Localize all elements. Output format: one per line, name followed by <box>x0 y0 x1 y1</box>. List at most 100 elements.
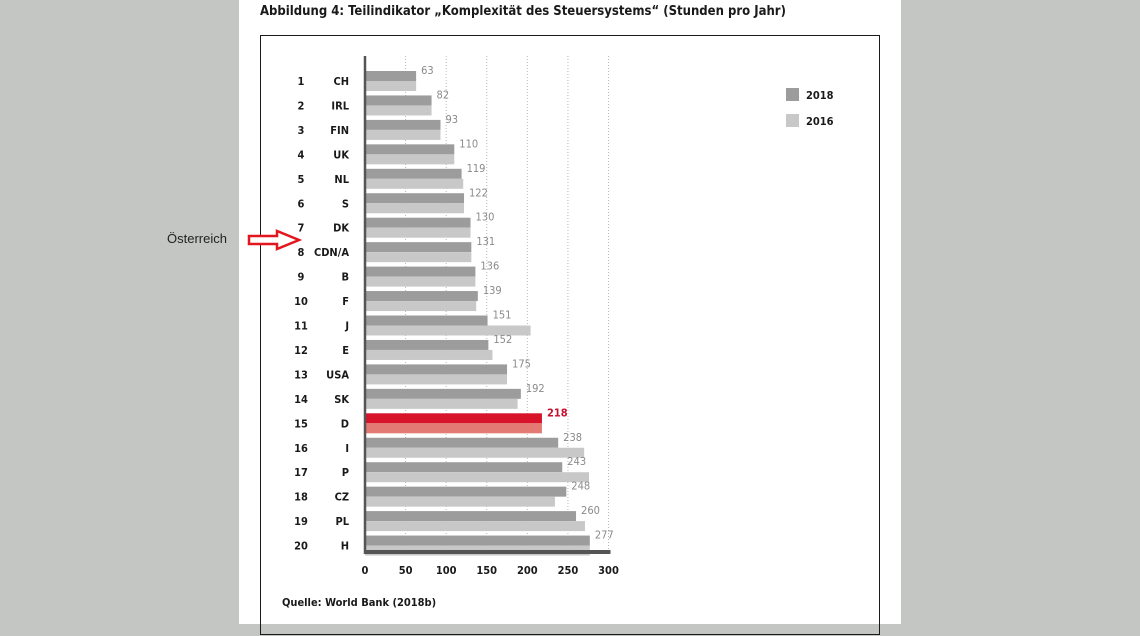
country-label: S <box>342 197 349 210</box>
bar-2016 <box>365 496 555 507</box>
data-label: 175 <box>512 357 531 370</box>
data-label: 63 <box>421 64 434 77</box>
legend-swatch <box>786 114 799 127</box>
bar-2016 <box>365 81 417 91</box>
country-label: J <box>344 320 349 333</box>
rank-label: 9 <box>298 271 305 284</box>
bar-2018 <box>365 119 441 130</box>
bar-2018 <box>365 168 462 179</box>
rank-label: 16 <box>294 442 308 455</box>
rank-label: 15 <box>294 417 308 430</box>
bar-2016 <box>365 154 455 165</box>
data-label: 119 <box>467 162 486 175</box>
bar-2018 <box>365 291 478 302</box>
rank-label: 17 <box>294 466 308 479</box>
country-label: CH <box>333 75 349 88</box>
bar-2018 <box>365 535 590 546</box>
data-label: 131 <box>476 235 495 248</box>
rank-label: 4 <box>298 148 305 161</box>
bar-2016 <box>365 349 493 360</box>
bar-2018 <box>365 144 455 155</box>
bar-2018 <box>365 242 472 253</box>
x-tick-label: 300 <box>598 564 619 577</box>
country-label: B <box>341 271 349 284</box>
data-label: 238 <box>563 431 582 444</box>
rank-label: 20 <box>294 540 308 553</box>
country-label: F <box>342 295 349 308</box>
data-label: 110 <box>459 137 478 150</box>
bar-2018 <box>365 462 563 473</box>
country-label: USA <box>326 368 349 381</box>
data-label: 248 <box>571 480 590 493</box>
bar-2016 <box>365 105 432 116</box>
bar-2016 <box>365 252 472 263</box>
rank-label: 13 <box>294 368 308 381</box>
x-tick-label: 0 <box>362 564 369 577</box>
data-label: 122 <box>469 186 488 199</box>
rank-label: 12 <box>294 344 308 357</box>
bar-2016 <box>365 472 590 483</box>
bar-2016 <box>365 276 476 287</box>
rank-label: 14 <box>294 393 308 406</box>
rank-label: 11 <box>294 320 308 333</box>
country-label: I <box>345 442 349 455</box>
rank-label: 18 <box>294 491 308 504</box>
rank-label: 19 <box>294 515 308 528</box>
bar-2016 <box>365 325 531 336</box>
country-label: UK <box>333 148 349 161</box>
bar-2018 <box>365 339 489 350</box>
bar-2016 <box>365 301 477 312</box>
bar-2016 <box>365 227 471 238</box>
country-label: NL <box>334 173 349 186</box>
bar-2016 <box>365 447 585 458</box>
data-label: 260 <box>581 504 600 517</box>
bar-2018 <box>365 193 465 204</box>
x-tick-label: 200 <box>517 564 538 577</box>
country-label: D <box>341 417 349 430</box>
rank-label: 1 <box>298 75 305 88</box>
data-label: 192 <box>526 382 545 395</box>
x-tick-label: 50 <box>399 564 413 577</box>
bar-2016 <box>365 521 585 532</box>
data-label: 151 <box>493 309 512 322</box>
country-label: H <box>341 540 349 553</box>
bar-2018 <box>365 217 471 228</box>
data-label: 93 <box>445 113 458 126</box>
country-label: P <box>342 466 349 479</box>
bar-2018 <box>365 413 542 424</box>
chart-frame: 1 CH 63 2 IRL 82 3 FIN 93 4 UK 110 5 NL 119 6 S 122 7 DK 130… <box>260 35 880 635</box>
data-label: 277 <box>595 529 614 542</box>
bar-2018 <box>365 364 508 375</box>
bar-2018 <box>365 315 488 326</box>
bar-2016 <box>365 374 508 385</box>
rank-label: 8 <box>298 246 305 259</box>
bar-2016 <box>365 178 464 189</box>
country-label: CZ <box>335 491 349 504</box>
rank-label: 5 <box>298 173 305 186</box>
country-label: FIN <box>330 124 349 137</box>
bar-2018 <box>365 71 417 81</box>
data-label: 218 <box>547 406 568 419</box>
country-label: CDN/A <box>314 246 349 259</box>
legend-label: 2018 <box>806 89 834 102</box>
country-label: E <box>342 344 349 357</box>
bar-2018 <box>365 511 577 522</box>
bar-2016 <box>365 129 441 140</box>
rank-label: 10 <box>294 295 308 308</box>
data-label: 82 <box>437 88 450 101</box>
bar-2018 <box>365 266 476 277</box>
x-tick-label: 100 <box>436 564 457 577</box>
bar-2016 <box>365 398 518 409</box>
bar-2018 <box>365 95 432 106</box>
data-label: 243 <box>567 455 586 468</box>
country-label: PL <box>335 515 349 528</box>
figure-title: Abbildung 4: Teilindikator „Komplexität … <box>260 4 786 19</box>
country-label: SK <box>334 393 349 406</box>
bar-2016 <box>365 203 465 214</box>
rank-label: 6 <box>298 197 305 210</box>
data-label: 136 <box>480 260 499 273</box>
source-note: Quelle: World Bank (2018b) <box>282 596 437 609</box>
annotation-label: Österreich <box>167 231 227 246</box>
rank-label: 2 <box>298 99 305 112</box>
